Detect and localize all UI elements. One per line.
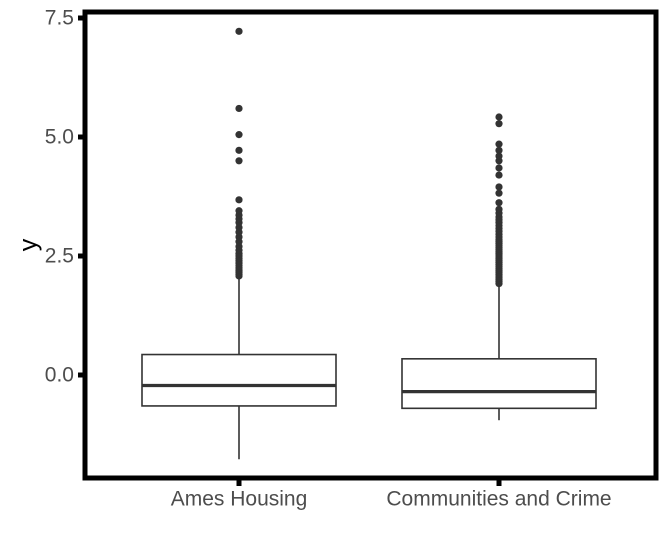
outlier-point <box>495 152 503 160</box>
y-tick-label: 2.5 <box>45 245 74 268</box>
box <box>401 358 597 410</box>
outlier-point <box>235 131 243 139</box>
box-group <box>141 27 337 460</box>
outlier-point <box>495 171 503 179</box>
y-tick-label: 7.5 <box>45 7 74 30</box>
outlier-point <box>495 120 503 128</box>
outlier-point <box>235 146 243 154</box>
y-tick-label: 0.0 <box>45 364 74 387</box>
outlier-point <box>495 164 503 172</box>
outlier-point <box>495 113 503 121</box>
outlier-point <box>235 27 243 35</box>
outlier-point <box>495 140 503 148</box>
outlier-point <box>235 157 243 165</box>
outlier-point <box>495 183 503 191</box>
outlier-point <box>495 199 503 207</box>
outlier-point <box>235 207 243 215</box>
x-tick-label: Communities and Crime <box>386 488 611 511</box>
box-group <box>401 113 597 421</box>
y-tick-label: 5.0 <box>45 126 74 149</box>
x-axis: Ames Housing Communities and Crime <box>171 478 612 511</box>
outlier-point <box>495 146 503 154</box>
outlier-point <box>235 196 243 204</box>
outlier-point <box>495 189 503 197</box>
outlier-point <box>495 205 503 213</box>
outlier-point <box>235 104 243 113</box>
box <box>141 353 337 407</box>
y-axis-title: y <box>15 238 43 251</box>
plot-panel-border <box>82 9 659 481</box>
plot-marks <box>141 27 597 460</box>
y-axis: 0.0 2.5 5.0 7.5 <box>45 7 85 387</box>
x-tick-label: Ames Housing <box>171 488 308 511</box>
